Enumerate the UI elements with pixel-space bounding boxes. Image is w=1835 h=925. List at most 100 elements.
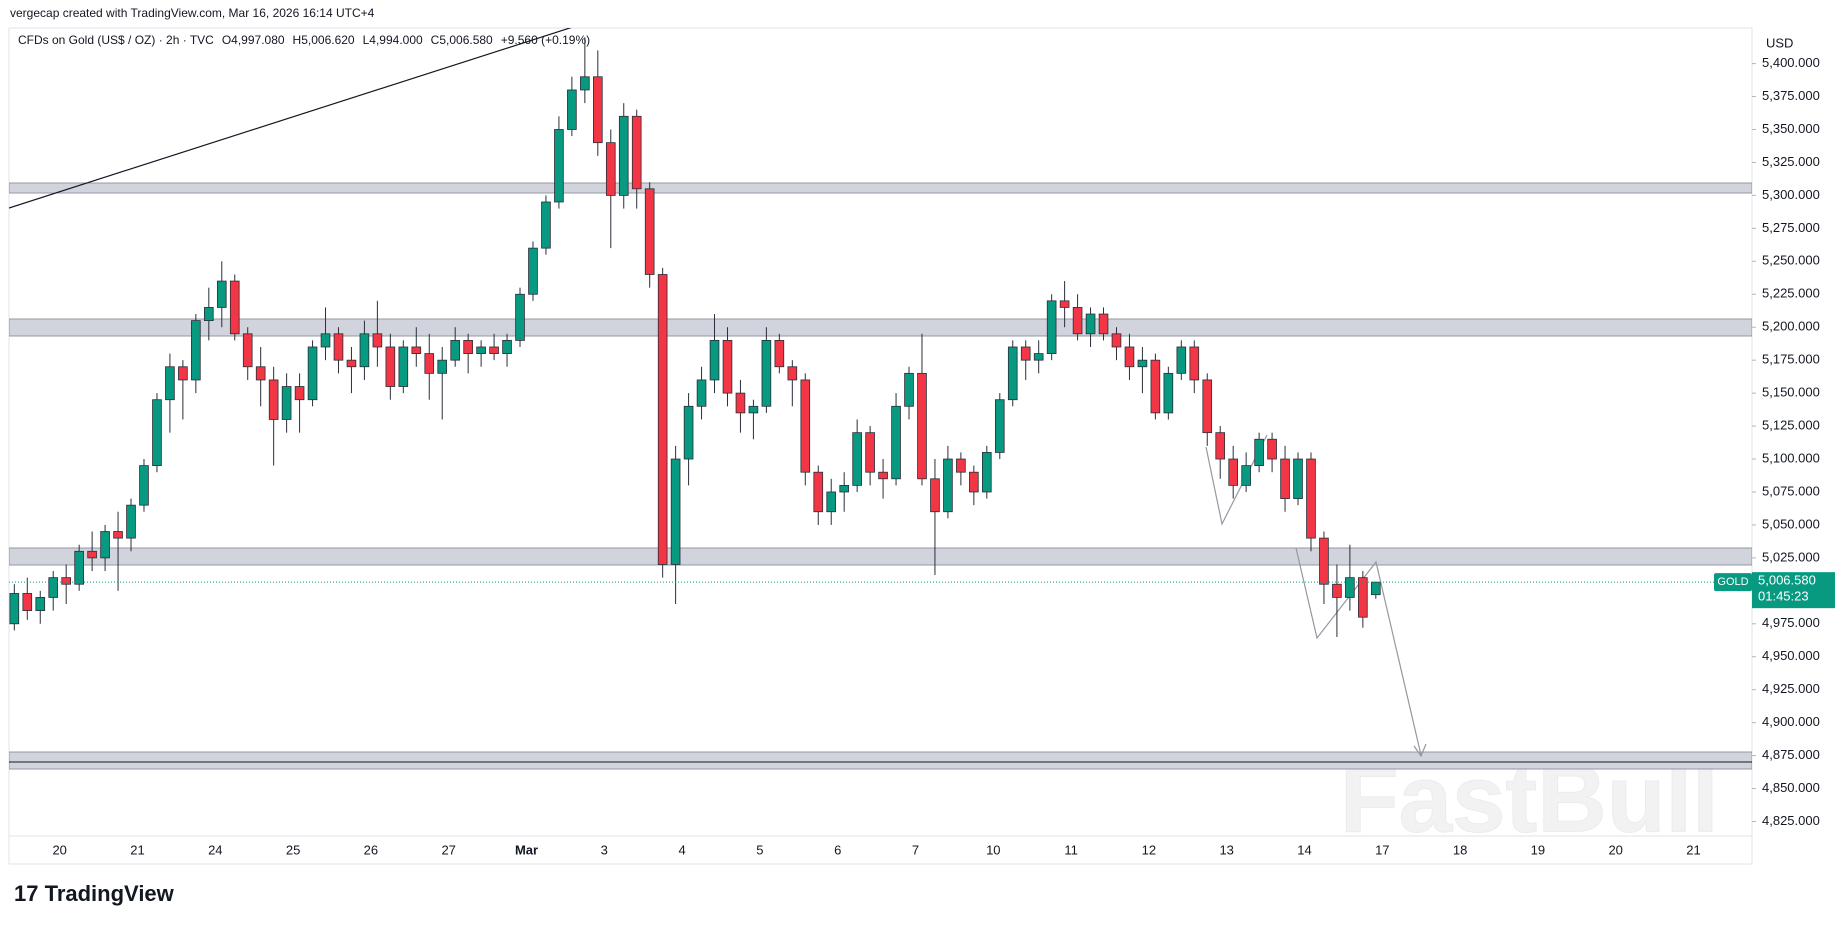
zone xyxy=(9,318,1752,337)
candle-body xyxy=(593,76,603,144)
x-tick-label: 3 xyxy=(601,842,608,857)
x-tick-label: 20 xyxy=(1608,842,1622,857)
symbol-tag-text: GOLD xyxy=(1717,576,1748,588)
x-tick-label: 6 xyxy=(834,842,841,857)
x-tick-label: 25 xyxy=(286,842,300,857)
candle-body xyxy=(1228,458,1238,486)
candle-body xyxy=(826,491,837,513)
candle-body xyxy=(787,366,798,381)
candle-body xyxy=(709,339,720,381)
candle-body xyxy=(1124,346,1135,368)
candle-body xyxy=(774,339,785,368)
candle-body xyxy=(1137,359,1148,368)
candle-body xyxy=(152,399,162,467)
candle-body xyxy=(554,129,564,203)
candle-body xyxy=(307,346,318,401)
candle-body xyxy=(1176,346,1187,374)
candle-body xyxy=(294,386,305,401)
candle-body xyxy=(372,333,383,348)
x-tick-label: 11 xyxy=(1064,842,1078,857)
y-tick-label: 5,225.000 xyxy=(1762,286,1820,301)
y-tick-label: 5,250.000 xyxy=(1762,253,1820,268)
candle-body xyxy=(722,339,733,394)
candle-body xyxy=(878,471,888,480)
x-tick-label: 18 xyxy=(1453,842,1467,857)
countdown-text: 01:45:23 xyxy=(1758,589,1809,604)
x-tick-label: 21 xyxy=(1686,842,1700,857)
candle-body xyxy=(528,247,538,295)
candle-body xyxy=(1254,438,1264,467)
x-tick-label: 4 xyxy=(678,842,685,857)
y-tick-label: 5,125.000 xyxy=(1762,418,1820,433)
x-tick-label: 19 xyxy=(1531,842,1545,857)
candle-body xyxy=(865,432,875,473)
candle-body xyxy=(580,76,590,91)
price-tag-text: 5,006.580 xyxy=(1758,573,1816,588)
y-tick-label: 5,025.000 xyxy=(1762,549,1820,564)
candle-body xyxy=(1189,346,1200,381)
y-tick-label: 5,100.000 xyxy=(1762,450,1820,465)
candle-body xyxy=(113,531,123,539)
candle-body xyxy=(1332,583,1342,598)
candle-body xyxy=(994,399,1005,453)
candle-body xyxy=(489,346,499,354)
symbol: CFDs on Gold (US$ / OZ) · 2h · TVC xyxy=(18,33,214,47)
candle-body xyxy=(800,379,811,473)
y-tick-label: 5,375.000 xyxy=(1762,88,1820,103)
x-tick-label: Mar xyxy=(515,842,538,857)
y-tick-label: 4,850.000 xyxy=(1762,780,1820,795)
candle-body xyxy=(1293,458,1303,499)
candle-body xyxy=(605,142,616,196)
candle-body xyxy=(696,379,707,407)
candle-body xyxy=(476,346,486,354)
zone xyxy=(9,182,1752,194)
candle-body xyxy=(657,274,668,565)
candle-body xyxy=(255,366,266,381)
candle-body xyxy=(450,339,460,361)
candle-body xyxy=(917,372,927,480)
candle-body xyxy=(982,452,992,493)
x-tick-label: 17 xyxy=(1375,842,1389,857)
candle-body xyxy=(956,458,966,473)
candle-body xyxy=(683,405,694,460)
candle-body xyxy=(644,188,655,275)
projection-line xyxy=(1295,547,1422,756)
candle-body xyxy=(1046,300,1057,354)
candle-body xyxy=(35,597,46,612)
candle-body xyxy=(748,405,759,414)
candle-body xyxy=(229,280,240,335)
candle-body xyxy=(320,333,331,348)
candle-body xyxy=(1007,346,1018,401)
x-tick-label: 7 xyxy=(912,842,919,857)
logo-text: TradingView xyxy=(45,881,175,906)
candle-body xyxy=(1241,465,1251,486)
candle-body xyxy=(126,504,136,539)
candle-body xyxy=(1059,300,1070,308)
candle-body xyxy=(1280,458,1290,499)
y-tick-label: 4,950.000 xyxy=(1762,648,1820,663)
candle-body xyxy=(735,392,746,414)
candle-body xyxy=(541,201,551,249)
candle-body xyxy=(437,359,448,374)
candle-body xyxy=(268,379,279,420)
candle-body xyxy=(9,593,20,625)
candle-body xyxy=(567,89,577,130)
x-tick-label: 10 xyxy=(986,842,1000,857)
candle-body xyxy=(618,115,629,196)
candle-body xyxy=(424,353,435,374)
price-tag xyxy=(1752,572,1835,609)
arrow-head xyxy=(1413,743,1427,758)
change: +9.560 (+0.19%) xyxy=(501,33,590,47)
candle-body xyxy=(22,593,33,612)
candle-body xyxy=(359,333,370,368)
candle-body xyxy=(631,115,642,190)
x-tick-label: 21 xyxy=(130,842,144,857)
candle-body xyxy=(1358,577,1368,618)
candle-body xyxy=(969,471,979,493)
y-tick-label: 5,275.000 xyxy=(1762,220,1820,235)
y-tick-label: 5,200.000 xyxy=(1762,319,1820,334)
y-tick-label: 5,400.000 xyxy=(1762,55,1820,70)
candle-body xyxy=(891,405,901,480)
candle-body xyxy=(1319,537,1329,585)
